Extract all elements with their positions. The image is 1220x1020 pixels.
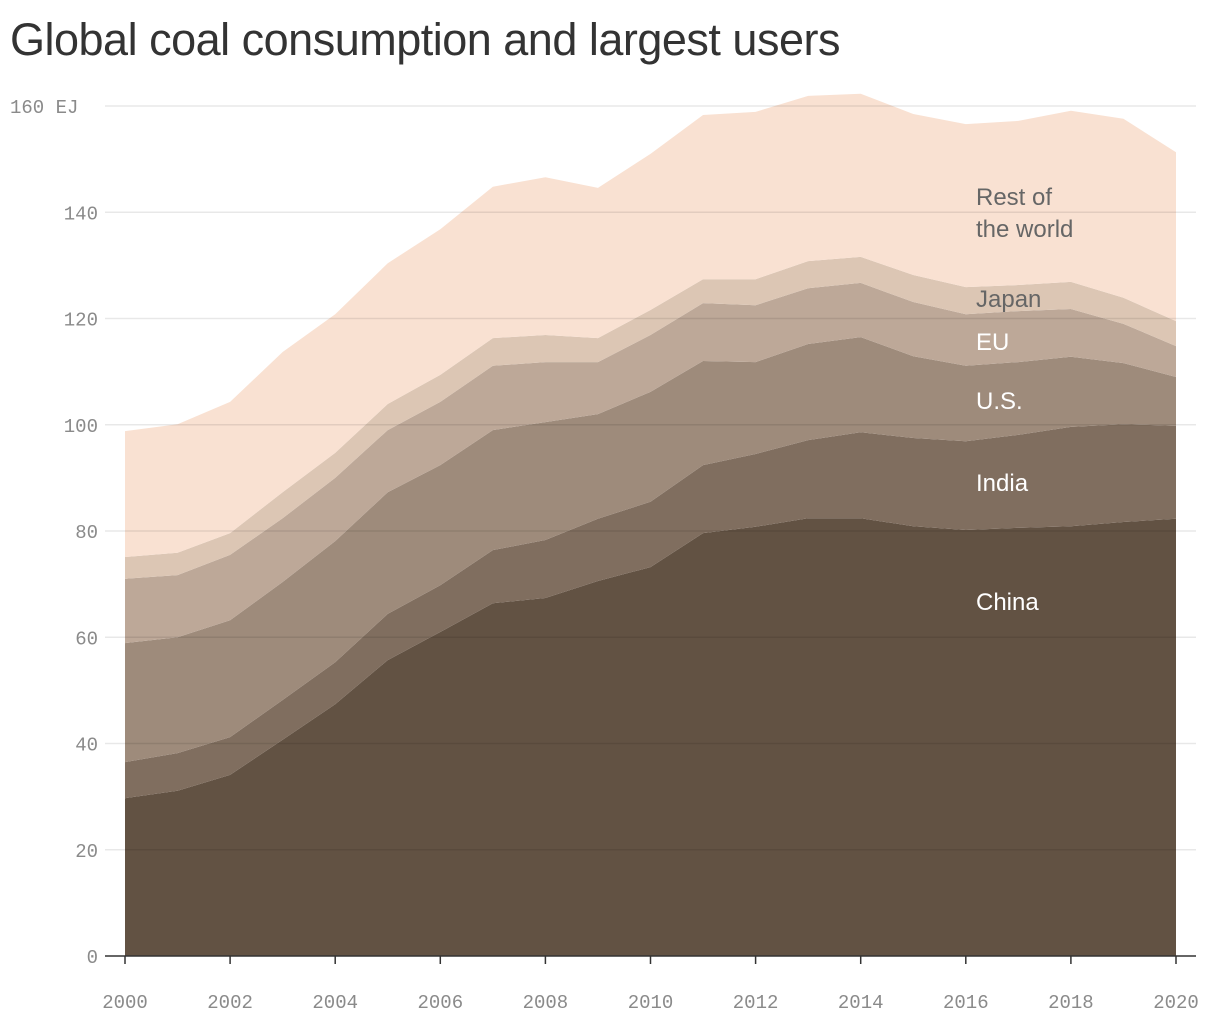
- y-tick-label: 140: [64, 203, 98, 225]
- y-tick-label: 160 EJ: [10, 97, 78, 119]
- series-label-china: China: [976, 589, 1039, 616]
- series-label-u-s-: U.S.: [976, 388, 1023, 415]
- x-tick-label: 2008: [523, 992, 569, 1014]
- series-label-eu: EU: [976, 329, 1009, 356]
- series-label-rest-of-the-world: Rest of: [976, 184, 1052, 211]
- x-tick-label: 2002: [207, 992, 253, 1014]
- x-tick-label: 2012: [733, 992, 779, 1014]
- x-tick-label: 2006: [417, 992, 463, 1014]
- area-rest-of-the-world: [125, 93, 1176, 558]
- chart-title: Global coal consumption and largest user…: [10, 14, 840, 65]
- x-tick-label: 2020: [1153, 992, 1199, 1014]
- y-tick-label: 80: [75, 522, 98, 544]
- series-label-rest-of-the-world: the world: [976, 216, 1073, 243]
- area-u-s-: [125, 337, 1176, 763]
- area-china: [125, 518, 1176, 956]
- x-tick-label: 2000: [102, 992, 148, 1014]
- x-tick-label: 2010: [628, 992, 674, 1014]
- x-tick-label: 2016: [943, 992, 989, 1014]
- area-eu: [125, 282, 1176, 644]
- y-tick-label: 60: [75, 628, 98, 650]
- area-japan: [125, 256, 1176, 579]
- y-tick-label: 20: [75, 841, 98, 863]
- y-tick-label: 120: [64, 310, 98, 332]
- x-tick-label: 2004: [312, 992, 358, 1014]
- x-tick-label: 2014: [838, 992, 884, 1014]
- y-tick-label: 40: [75, 735, 98, 757]
- series-label-india: India: [976, 470, 1029, 497]
- area-india: [125, 424, 1176, 799]
- series-label-japan: Japan: [976, 286, 1041, 313]
- y-tick-label: 100: [64, 416, 98, 438]
- x-tick-label: 2018: [1048, 992, 1094, 1014]
- y-tick-label: 0: [87, 947, 98, 969]
